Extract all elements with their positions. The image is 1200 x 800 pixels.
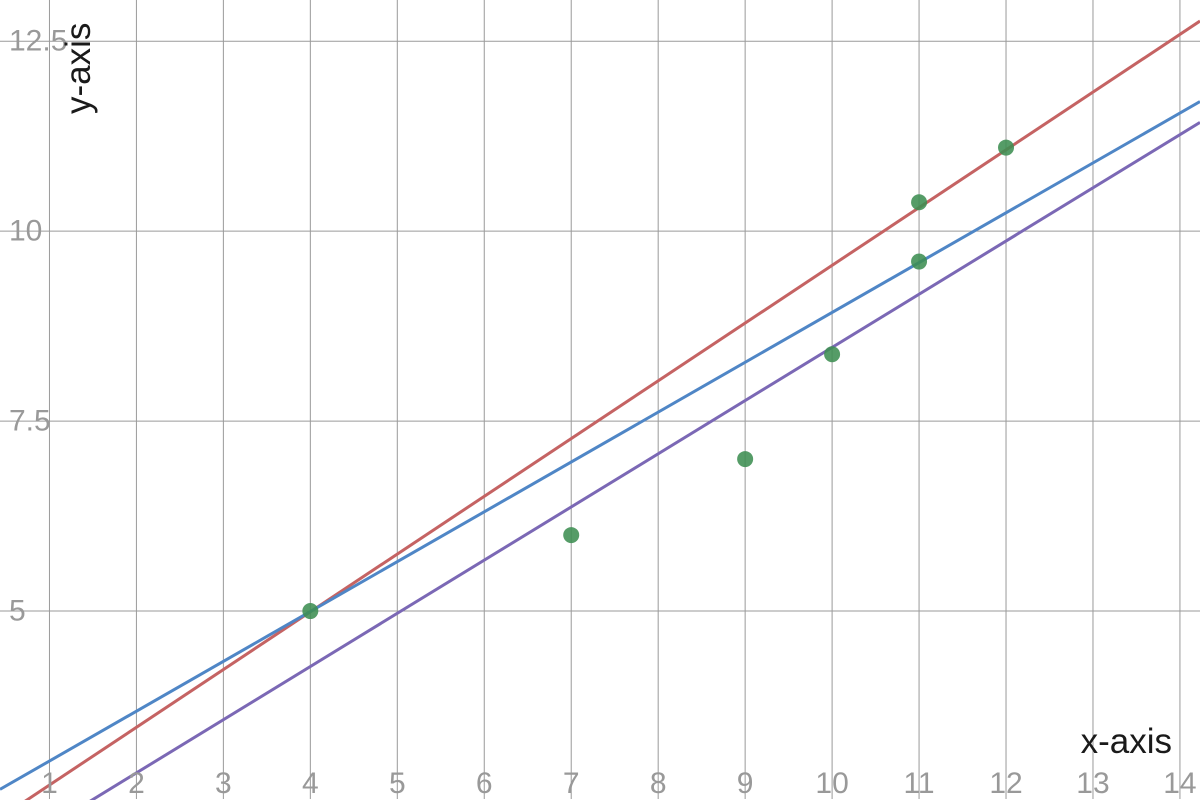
svg-text:7.5: 7.5: [9, 405, 51, 438]
svg-text:9: 9: [737, 767, 754, 800]
svg-text:10: 10: [9, 215, 42, 248]
svg-text:7: 7: [563, 767, 580, 800]
svg-text:13: 13: [1076, 767, 1109, 800]
svg-text:6: 6: [476, 767, 493, 800]
svg-text:14: 14: [1163, 767, 1196, 800]
svg-text:12: 12: [989, 767, 1022, 800]
svg-text:10: 10: [815, 767, 848, 800]
svg-text:1: 1: [41, 767, 58, 800]
svg-text:4: 4: [302, 767, 319, 800]
svg-text:11: 11: [903, 767, 934, 800]
svg-text:8: 8: [650, 767, 667, 800]
svg-text:3: 3: [215, 767, 232, 800]
svg-text:5: 5: [9, 595, 26, 628]
svg-text:5: 5: [389, 767, 406, 800]
svg-text:2: 2: [128, 767, 145, 800]
